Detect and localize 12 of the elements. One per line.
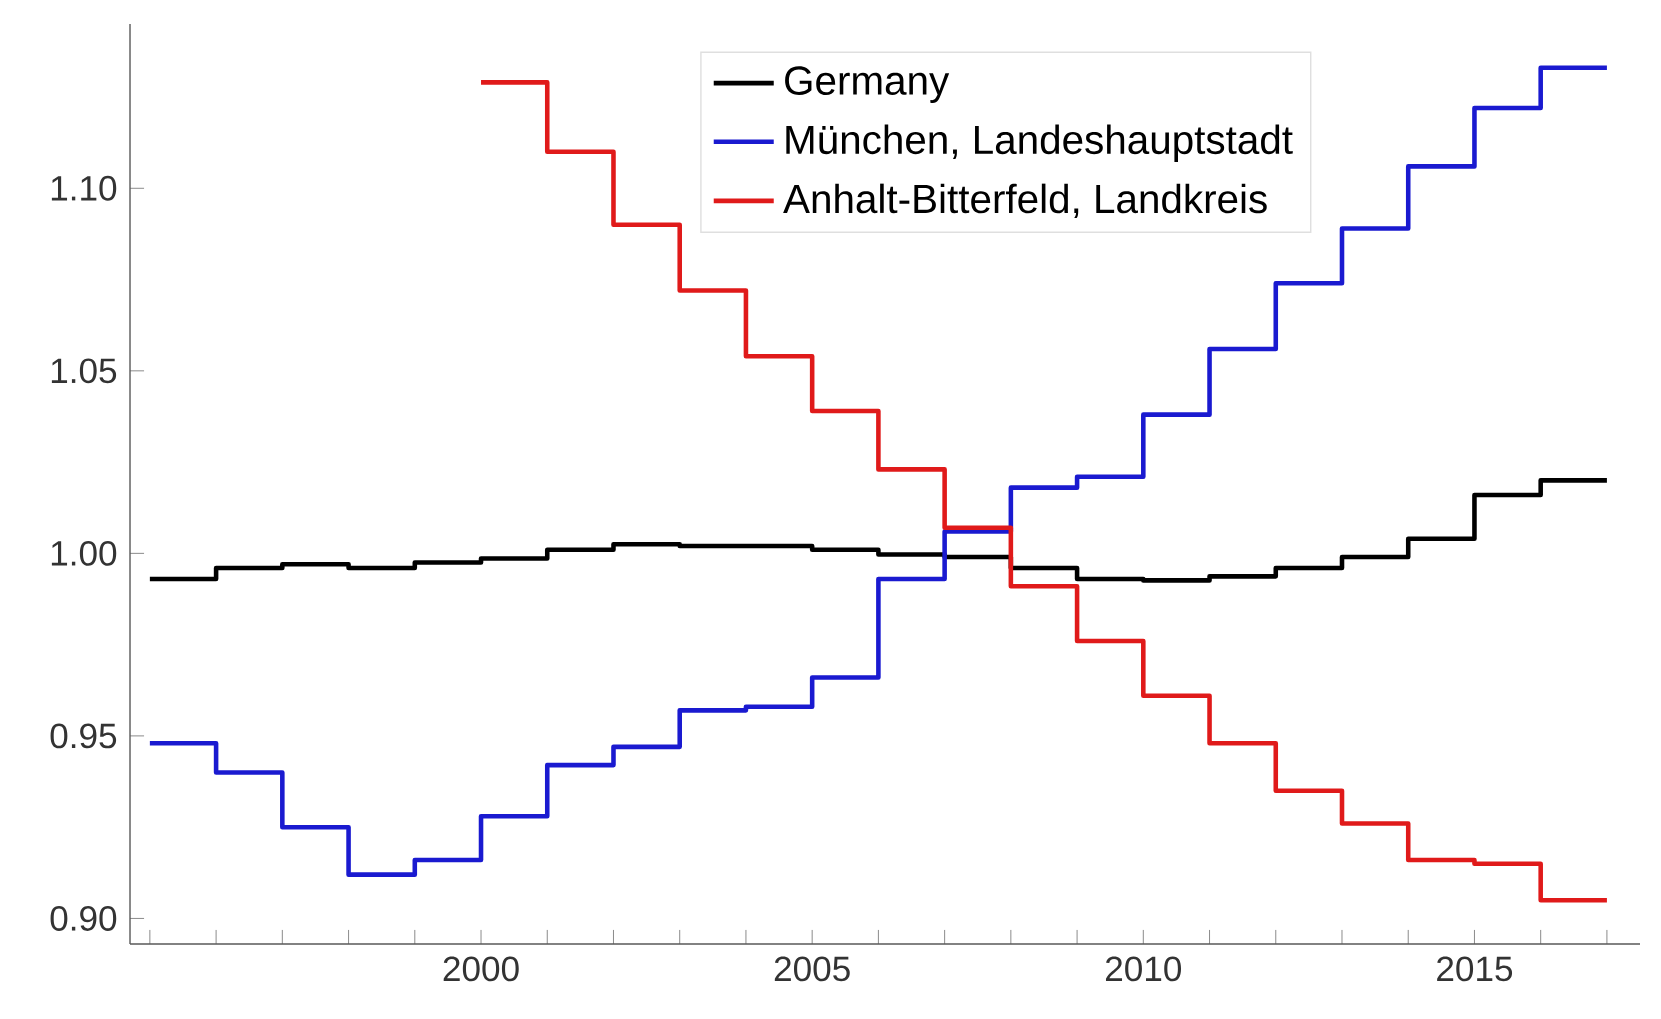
x-tick-label: 2005 <box>774 956 850 982</box>
legend-label: Anhalt-Bitterfeld, Landkreis <box>783 183 1267 219</box>
x-tick-label: 2000 <box>443 956 519 982</box>
y-tick-label: 0.95 <box>50 723 117 749</box>
y-tick-label: 1.05 <box>51 358 117 384</box>
y-tick-label: 1.00 <box>51 540 117 566</box>
y-tick-label: 0.90 <box>50 906 117 931</box>
legend-label: Germany <box>785 66 950 103</box>
x-tick-label: 2010 <box>1105 956 1182 982</box>
legend-label: München, Landeshauptstadt <box>786 124 1293 163</box>
y-tick-label: 1.10 <box>51 175 117 201</box>
x-tick-label: 2015 <box>1437 956 1513 982</box>
